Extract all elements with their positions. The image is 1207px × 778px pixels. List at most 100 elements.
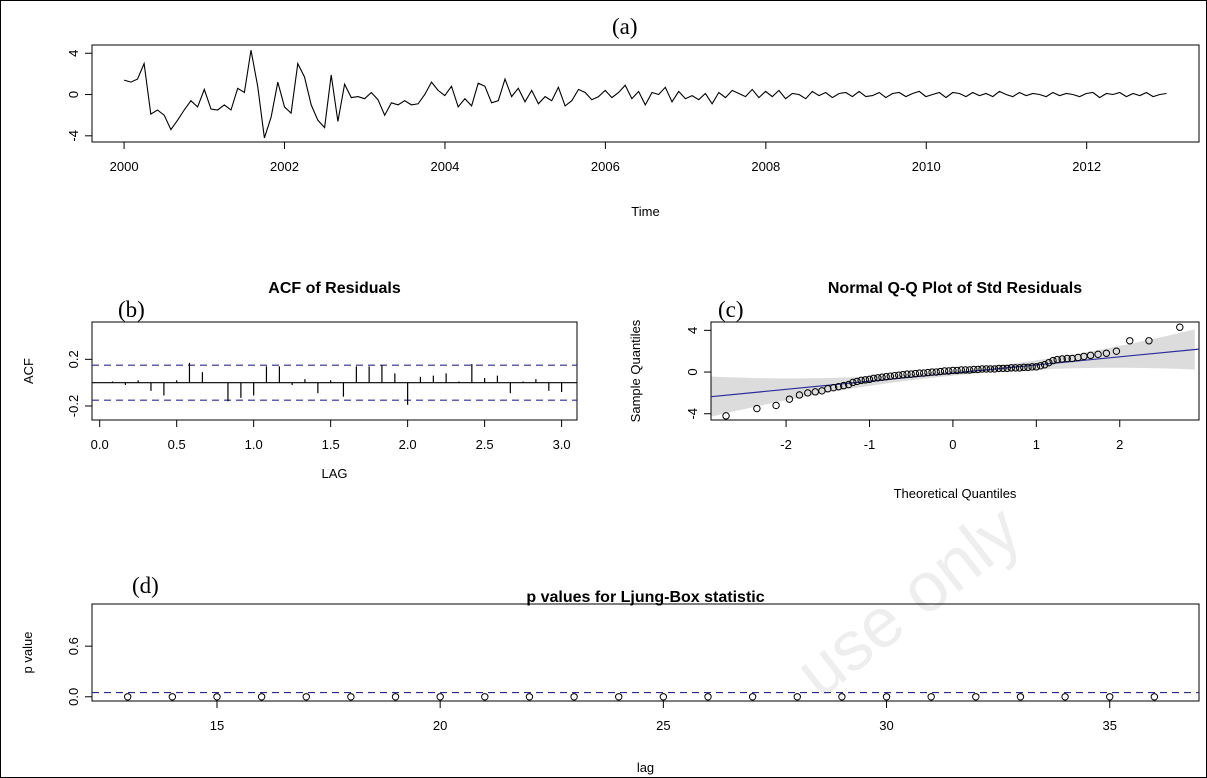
qq-point	[722, 412, 730, 420]
chart-title: ACF of Residuals	[268, 280, 401, 297]
x-axis-label: LAG	[321, 466, 347, 481]
p-value-point	[1106, 693, 1114, 701]
p-value-point	[481, 693, 489, 701]
qq-point	[849, 378, 857, 387]
x-tick-label: -2	[780, 437, 792, 452]
qq-point	[1063, 354, 1071, 363]
p-value-point	[972, 693, 980, 701]
p-value-point	[302, 693, 310, 701]
qq-point	[974, 365, 982, 374]
x-tick-label: 0.5	[168, 437, 186, 452]
qq-point	[865, 375, 874, 384]
x-tick-label: 2.0	[399, 437, 417, 452]
x-tick-label: 3.0	[553, 437, 571, 452]
qq-point	[957, 366, 965, 374]
x-tick-label: 2	[1116, 437, 1123, 452]
x-tick-label: 0.0	[91, 437, 109, 452]
qq-point	[940, 367, 949, 375]
qq-point	[1145, 337, 1153, 345]
qq-point	[853, 377, 861, 386]
p-value-point	[659, 693, 668, 701]
y-tick-label: 4	[685, 327, 700, 334]
qq-point	[890, 371, 899, 380]
p-value-point	[838, 693, 846, 701]
x-tick-label: 1	[1033, 437, 1040, 452]
panel-label: (b)	[118, 297, 145, 322]
qq-point	[829, 383, 838, 392]
y-tick-label: 4	[66, 50, 81, 57]
p-value-point	[615, 693, 623, 701]
x-tick-label: 2002	[270, 159, 299, 174]
y-tick-label: 0	[66, 91, 81, 98]
p-value-point	[793, 693, 801, 701]
x-tick-label: 25	[656, 718, 670, 733]
y-tick-label: 0.6	[66, 637, 81, 655]
qq-point	[1003, 364, 1011, 373]
qq-point	[1011, 364, 1020, 372]
qq-point	[785, 395, 794, 403]
x-axis-label: Theoretical Quantiles	[894, 486, 1017, 501]
panel-label: (d)	[132, 573, 159, 598]
panel-b	[85, 321, 578, 427]
qq-point	[1007, 364, 1016, 372]
p-value-point	[168, 693, 177, 701]
y-tick-label: -0.2	[66, 395, 81, 417]
x-tick-label: -1	[864, 437, 876, 452]
qq-point	[1015, 364, 1024, 372]
p-value-point	[748, 693, 757, 701]
qq-point	[1112, 347, 1121, 355]
qq-point	[970, 365, 978, 374]
x-tick-label: 30	[879, 718, 893, 733]
chart-title: p values for Ljung-Box statistic	[526, 589, 764, 606]
y-tick-label: -4	[66, 130, 81, 142]
qq-point	[945, 367, 953, 375]
plot-box	[91, 603, 1200, 702]
chart-title: Normal Q-Q Plot of Std Residuals	[828, 280, 1082, 297]
y-axis-label: ACF	[21, 358, 36, 384]
y-tick-label: 0.0	[66, 688, 81, 706]
qq-point	[953, 366, 961, 375]
qq-point	[894, 371, 903, 379]
qq-point	[878, 373, 886, 381]
qq-point	[1049, 356, 1057, 365]
y-tick-label: 0	[685, 368, 700, 375]
qq-point	[990, 365, 999, 373]
qq-point	[949, 366, 957, 375]
qq-point	[999, 364, 1007, 373]
panel-c	[704, 321, 1200, 427]
plot-box	[91, 44, 1200, 143]
qq-point	[961, 366, 970, 374]
qq-point	[886, 372, 895, 380]
qq-point	[911, 369, 920, 378]
y-axis-label: Sample Quantiles	[628, 319, 643, 422]
qq-point	[869, 374, 878, 382]
qq-point	[874, 374, 882, 382]
x-tick-label: 35	[1102, 718, 1116, 733]
qq-point	[1053, 355, 1061, 364]
qq-point	[839, 381, 848, 390]
qq-point	[857, 376, 865, 385]
qq-point	[804, 389, 812, 397]
qq-point	[986, 365, 995, 373]
qq-point	[1028, 363, 1036, 371]
qq-point	[928, 368, 936, 376]
x-tick-label: 2012	[1072, 159, 1101, 174]
plot-box	[91, 321, 578, 421]
qq-point	[1036, 362, 1045, 370]
p-value-point	[704, 693, 712, 701]
qq-point	[844, 380, 853, 389]
panel-d	[85, 603, 1200, 708]
qq-point	[924, 368, 932, 377]
p-value-point	[436, 693, 444, 701]
qq-point	[915, 369, 924, 377]
p-value-point	[570, 693, 578, 701]
qq-point	[1040, 361, 1049, 369]
qq-point	[1032, 363, 1041, 371]
qq-point	[965, 366, 974, 374]
qq-point	[882, 373, 890, 381]
qq-point	[1102, 349, 1111, 357]
qq-point	[995, 364, 1003, 373]
x-tick-label: 1.5	[322, 437, 340, 452]
